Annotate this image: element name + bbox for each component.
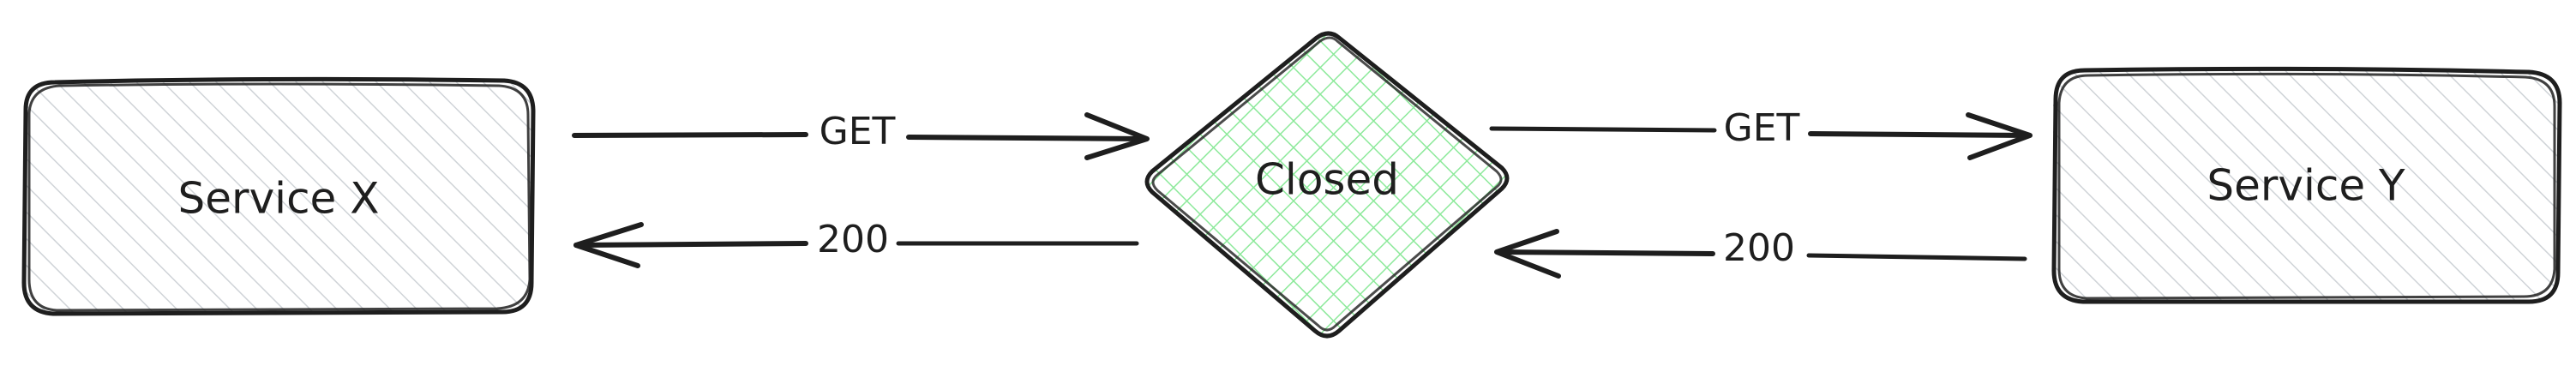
edge-breaker-to-x-200[interactable]: 200: [573, 218, 1139, 268]
circuit-breaker-outline-sketch: [1151, 36, 1503, 332]
service-y-label: Service Y: [2207, 161, 2405, 211]
edge-label: GET: [1724, 106, 1800, 150]
edge-y-to-breaker-200[interactable]: 200: [1494, 226, 2027, 279]
edge-line-segment: [1489, 126, 1717, 133]
service-y-outline-sketch: [2057, 72, 2556, 300]
arrowhead-icon: [573, 222, 644, 268]
circuit-breaker-outline: [1144, 31, 1510, 339]
service-y-fill: [2053, 70, 2559, 302]
edge-line-segment: [1808, 131, 2031, 138]
circuit-breaker-state-label: Closed: [1255, 155, 1399, 205]
edge-label: 200: [1723, 226, 1795, 270]
circuit-breaker-node[interactable]: Closed: [1144, 31, 1510, 339]
edge-line-segment: [1806, 253, 2027, 261]
arrowhead-icon: [1084, 112, 1150, 160]
arrowhead-icon: [1494, 229, 1561, 279]
service-x-node[interactable]: Service X: [21, 76, 536, 316]
edge-x-to-breaker-get[interactable]: GET: [572, 110, 1150, 160]
service-x-fill: [24, 81, 533, 313]
edge-line-segment: [906, 135, 1148, 141]
edge-line-segment: [573, 241, 808, 248]
service-y-node[interactable]: Service Y: [2051, 66, 2562, 304]
arrowhead-icon: [1966, 112, 2033, 160]
circuit-breaker-fill: [1147, 32, 1506, 336]
edge-breaker-to-y-get[interactable]: GET: [1489, 106, 2033, 160]
service-x-outline-sketch: [27, 82, 531, 312]
service-x-outline: [21, 76, 536, 316]
edge-label: GET: [820, 110, 896, 153]
edge-label: 200: [817, 218, 889, 261]
edge-line-segment: [1496, 249, 1715, 256]
service-y-outline: [2051, 66, 2562, 304]
service-x-label: Service X: [178, 174, 380, 224]
